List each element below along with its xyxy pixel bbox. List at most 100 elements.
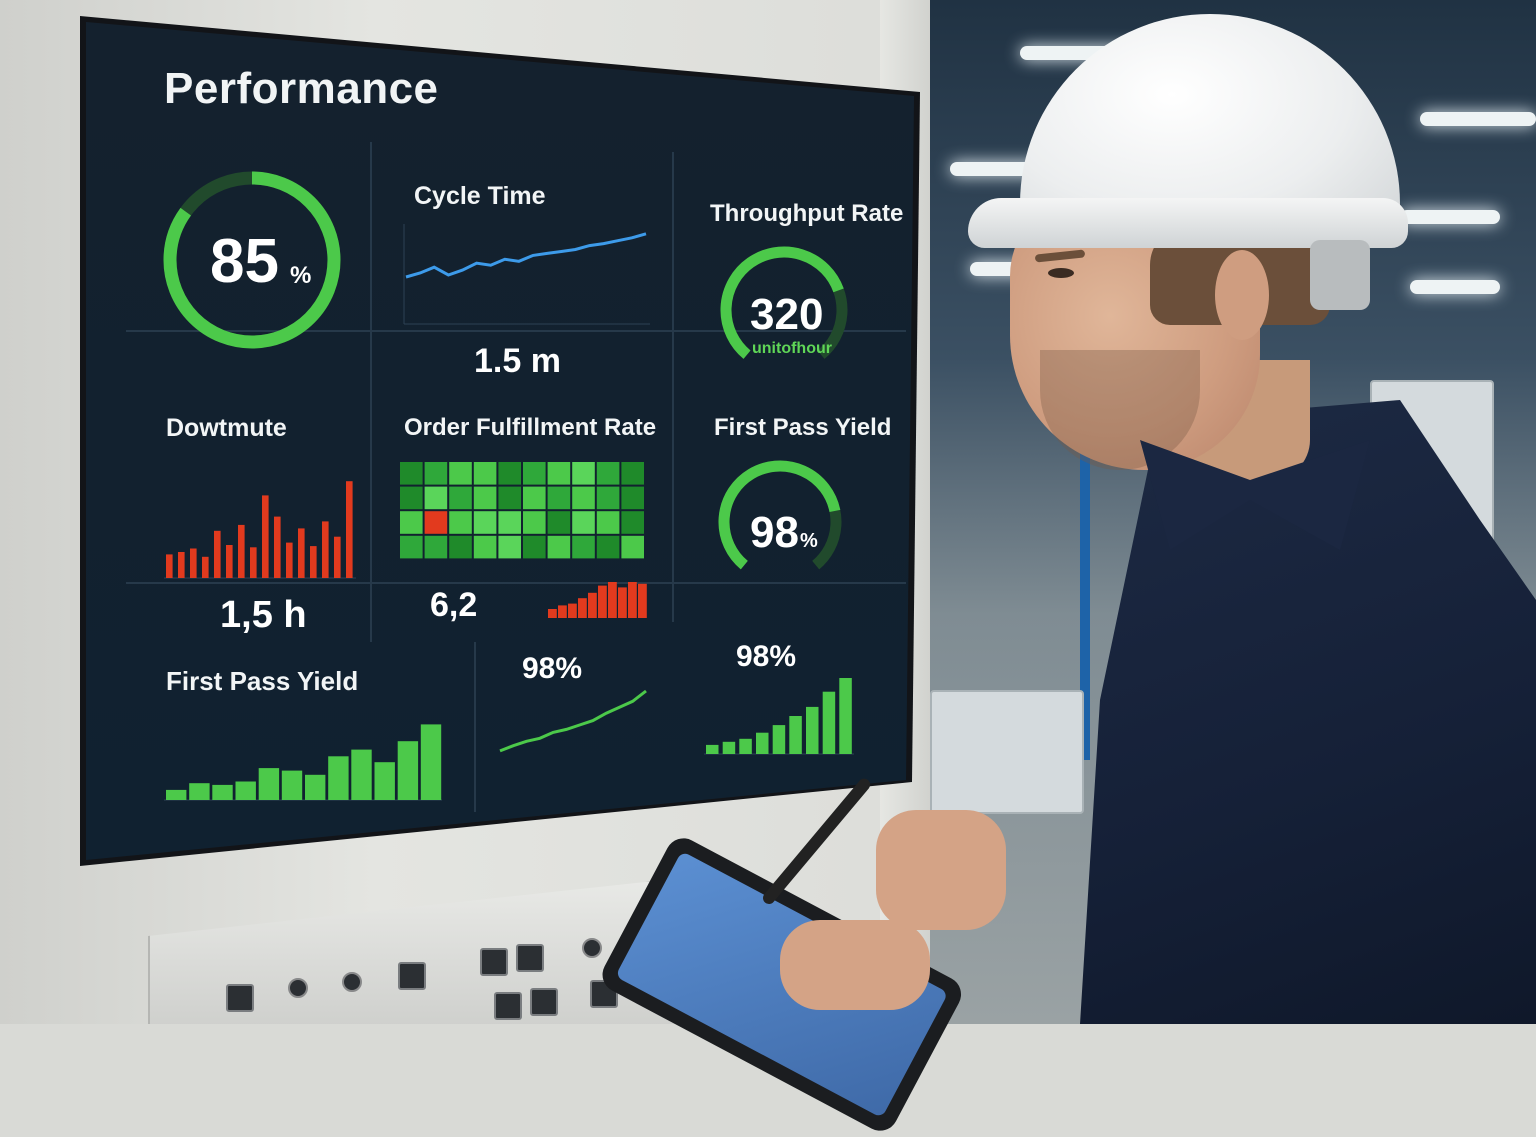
- heatmap-cell: [596, 486, 620, 510]
- downtime-bar: [298, 528, 305, 578]
- cycle-time-value: 1.5 m: [474, 342, 561, 380]
- fpy-gauge: [718, 460, 842, 570]
- heatmap-cell: [523, 535, 546, 559]
- availability-gauge: [163, 171, 341, 349]
- heatmap-cell: [400, 486, 423, 510]
- fpy-bar: [397, 741, 419, 800]
- order-fulfillment-title: Order Fulfillment Rate: [404, 414, 657, 441]
- panel-button[interactable]: [494, 992, 522, 1020]
- downtime-bar: [346, 481, 353, 578]
- gauge-arc: [718, 460, 841, 570]
- heatmap-cell: [400, 511, 423, 534]
- trend-bar: [806, 706, 819, 754]
- panel-button[interactable]: [226, 984, 254, 1012]
- heatmap-cell: [498, 535, 521, 559]
- downtime-bar: [178, 552, 185, 578]
- mini-bar: [578, 598, 587, 618]
- downtime-bar: [202, 556, 209, 578]
- worker-ear: [1215, 250, 1269, 340]
- heatmap-cell: [424, 486, 448, 510]
- fpy-gauge-title: First Pass Yield: [714, 414, 892, 441]
- downtime-bar: [166, 554, 173, 578]
- heatmap-cell: [523, 462, 546, 485]
- gauge-arc: [720, 246, 844, 359]
- heatmap-cells: [400, 462, 644, 559]
- trend-bar: [722, 741, 736, 754]
- throughput-value: 320: [750, 290, 824, 339]
- mini-bar: [598, 585, 607, 618]
- heatmap-cell: [621, 535, 644, 559]
- heatmap-cell: [547, 462, 571, 485]
- fpy-bar: [235, 781, 256, 800]
- order-fulfillment-heatmap: [400, 462, 644, 559]
- grid-divider: [126, 582, 906, 584]
- fpy-bar: [328, 756, 349, 800]
- mini-bar: [618, 587, 627, 618]
- panel-knob[interactable]: [342, 972, 362, 992]
- grid-divider: [370, 142, 372, 642]
- ceiling-light: [1420, 112, 1536, 126]
- heatmap-cell: [547, 486, 571, 510]
- downtime-value: 1,5 h: [220, 594, 307, 636]
- heatmap-cell: [547, 535, 571, 559]
- downtime-bar: [250, 547, 257, 578]
- trend-bar: [756, 732, 769, 754]
- heatmap-cell: [400, 535, 423, 559]
- fpy-bar-chart: [164, 724, 442, 801]
- mini-bar: [548, 609, 557, 618]
- trend-bar: [839, 678, 852, 754]
- trend-bar-chart: [704, 678, 854, 755]
- panel-knob[interactable]: [288, 978, 308, 998]
- downtime-bar: [310, 546, 317, 578]
- fpy-bars-title: First Pass Yield: [166, 666, 359, 696]
- heatmap-cell: [572, 486, 595, 510]
- throughput-gauge: [720, 246, 848, 359]
- machine: [930, 690, 1084, 814]
- downtime-bar: [322, 521, 329, 578]
- heatmap-cell: [523, 511, 546, 534]
- trend-bar: [706, 744, 719, 754]
- mini-bar: [608, 582, 617, 618]
- panel-button[interactable]: [530, 988, 558, 1016]
- blue-pillar: [1080, 420, 1090, 760]
- fpy-bar: [305, 774, 326, 800]
- heatmap-cell: [596, 462, 620, 485]
- throughput-unit: unitofhour: [752, 340, 832, 357]
- mini-bar: [638, 583, 647, 618]
- fpy-bar: [351, 749, 372, 800]
- downtime-bar: [274, 516, 281, 578]
- availability-unit: %: [290, 262, 312, 289]
- heatmap-cell: [473, 462, 497, 485]
- grid-divider: [474, 642, 476, 812]
- heatmap-cell: [621, 486, 644, 510]
- mini-bars: [548, 582, 647, 618]
- fpy-gauge-value: 98: [750, 508, 799, 557]
- fpy-bar: [212, 784, 233, 800]
- trend-bar: [772, 725, 786, 754]
- heatmap-cell: [621, 511, 644, 534]
- fpy-gauge-unit: %: [800, 530, 818, 552]
- hard-hat-brim: [968, 198, 1408, 248]
- heatmap-cell: [424, 462, 448, 485]
- heatmap-cell: [621, 462, 644, 485]
- trend-line-value: 98%: [522, 652, 583, 685]
- heatmap-cell: [572, 535, 595, 559]
- trend-line: [499, 689, 647, 753]
- worker-eye: [1048, 268, 1074, 278]
- downtime-bar: [238, 524, 245, 578]
- heatmap-cell: [547, 511, 571, 534]
- panel-button[interactable]: [480, 948, 508, 976]
- cycle-time-title: Cycle Time: [414, 182, 546, 210]
- panel-knob[interactable]: [582, 938, 602, 958]
- mini-bar: [588, 592, 597, 618]
- panel-button[interactable]: [516, 944, 544, 972]
- panel-button[interactable]: [398, 962, 426, 990]
- mini-bar: [558, 605, 567, 618]
- trend-bars-value: 98%: [736, 640, 797, 673]
- heatmap-cell: [449, 511, 472, 534]
- worker-right-hand: [876, 810, 1006, 930]
- order-fulfillment-value: 6,2: [430, 586, 478, 624]
- downtime-bar: [190, 548, 197, 578]
- hard-hat-strap: [1310, 240, 1370, 310]
- heatmap-cell: [596, 511, 620, 534]
